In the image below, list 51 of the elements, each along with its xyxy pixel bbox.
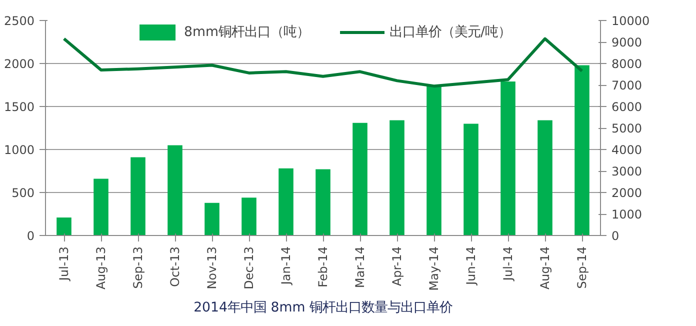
bar (426, 86, 442, 236)
y2-tick-label: 9000 (612, 36, 642, 50)
legend-label: 出口单价（美元/吨） (389, 24, 511, 41)
bar (574, 65, 590, 236)
x-tick-label: Mar-14 (353, 246, 367, 288)
bar (352, 122, 368, 236)
x-tick-label: Feb-14 (316, 246, 330, 288)
bar (390, 120, 404, 236)
x-tick-label: Aug-14 (538, 246, 552, 290)
line-series (62, 37, 584, 88)
y2-tick-label: 2000 (612, 186, 642, 200)
y2-tick-label: 3000 (612, 164, 642, 178)
x-tick-label: Jan-14 (279, 246, 293, 286)
y2-tick-label: 1000 (612, 208, 642, 222)
bar (500, 82, 516, 236)
y-tick-label: 0 (26, 229, 35, 243)
y2-tick-label: 8000 (612, 57, 642, 71)
y2-tick-label: 4000 (612, 143, 642, 157)
x-tick-label: Aug-13 (94, 246, 108, 290)
bar (538, 120, 552, 236)
x-tick-label: Jun-14 (464, 246, 478, 286)
y-tick-label: 2500 (4, 14, 35, 28)
bar (278, 168, 294, 236)
x-tick-label: Dec-13 (242, 246, 256, 290)
bar (56, 217, 72, 236)
x-tick-label: Sep-14 (575, 246, 589, 289)
x-tick-label: Apr-14 (390, 246, 404, 286)
bar (130, 157, 146, 236)
y-tick-label: 500 (12, 186, 34, 200)
x-tick-label: Jul-14 (501, 246, 515, 282)
bar (94, 178, 108, 236)
x-tick-label: Sep-13 (131, 246, 145, 289)
x-tick-label: Nov-13 (205, 246, 219, 290)
y2-tick-label: 0 (612, 229, 620, 243)
y2-tick-label: 6000 (612, 100, 642, 114)
bar (464, 124, 478, 236)
bar (168, 145, 182, 236)
text: 2014年中国 8mm 铜杆出口数量与出口单价 (194, 300, 452, 316)
bar (204, 202, 220, 236)
y-tick-label: 1500 (4, 100, 35, 114)
x-tick-label: Jul-13 (57, 246, 71, 282)
legend-label: 8mm铜杆出口（吨） (184, 24, 310, 41)
y-tick-label: 1000 (4, 143, 35, 157)
x-tick-label: May-14 (427, 246, 441, 291)
x-tick-label: Oct-13 (168, 246, 182, 287)
bar (316, 169, 330, 236)
y-tick-label: 2000 (4, 57, 35, 71)
bar (242, 198, 256, 236)
y2-tick-label: 10000 (612, 14, 650, 28)
y2-tick-label: 5000 (612, 122, 642, 136)
y2-tick-label: 7000 (612, 78, 642, 92)
